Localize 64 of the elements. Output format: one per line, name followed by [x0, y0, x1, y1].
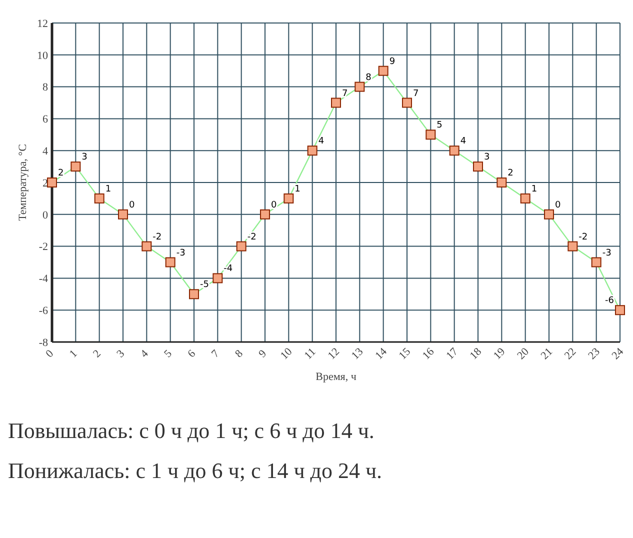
text: Повышалась: с 0 ч до 1 ч; с 6 ч до 14 ч. — [8, 418, 374, 443]
data-label: 7 — [342, 88, 348, 99]
y-tick-label: 12 — [37, 18, 48, 30]
x-tick-label: 7 — [209, 347, 222, 360]
y-tick-label: -6 — [38, 304, 48, 317]
data-label: -6 — [605, 296, 614, 306]
data-label: 0 — [271, 200, 277, 210]
x-tick-label: 3 — [114, 347, 128, 360]
x-tick-label: 2 — [91, 348, 104, 360]
data-label: -2 — [152, 232, 162, 242]
text: Понижалась: с 1 ч до 6 ч; с 14 ч до 24 ч. — [8, 458, 382, 483]
y-tick-label: 4 — [42, 145, 48, 158]
x-tick-label: 10 — [278, 345, 296, 362]
data-label: -2 — [247, 232, 256, 242]
data-label: 3 — [82, 152, 88, 163]
y-tick-label: -2 — [38, 241, 48, 254]
data-label: 1 — [105, 184, 112, 194]
x-tick-label: 18 — [468, 345, 484, 362]
x-tick-label: 6 — [186, 347, 198, 360]
x-tick-label: 5 — [162, 347, 175, 360]
x-tick-label: 23 — [586, 345, 603, 362]
data-label: 2 — [508, 168, 514, 178]
x-tick-label: 9 — [256, 347, 270, 360]
data-label: 0 — [129, 200, 135, 210]
x-tick-label: 15 — [396, 345, 414, 362]
x-tick-label: 24 — [610, 345, 626, 362]
x-tick-label: 8 — [233, 347, 246, 360]
y-tick-label: -4 — [38, 273, 48, 286]
data-label: 0 — [555, 200, 561, 210]
data-label: 1 — [531, 184, 538, 194]
data-label: 3 — [484, 152, 490, 163]
y-tick-label: 6 — [42, 114, 48, 126]
data-label: 8 — [366, 72, 372, 83]
data-label: 4 — [318, 136, 324, 147]
data-label: -2 — [578, 232, 588, 242]
y-tick-label: 0 — [42, 209, 48, 222]
data-label: 4 — [460, 136, 466, 147]
x-axis-title: Время, ч — [316, 371, 357, 383]
x-tick-label: 13 — [349, 345, 366, 362]
y-tick-label: 10 — [37, 50, 48, 62]
x-tick-label: 17 — [444, 345, 461, 362]
data-label: 5 — [436, 120, 442, 131]
data-label: -3 — [176, 248, 186, 258]
data-label: -4 — [224, 264, 233, 274]
data-label: -5 — [200, 280, 209, 290]
y-axis-title: Температура, °C — [17, 144, 29, 221]
x-tick-label: 11 — [302, 346, 318, 362]
data-label: 9 — [389, 56, 396, 67]
y-tick-label: 8 — [42, 82, 48, 94]
x-tick-label: 22 — [562, 346, 579, 362]
y-tick-label: -8 — [38, 336, 48, 349]
x-tick-label: 14 — [373, 345, 390, 362]
x-tick-label: 4 — [138, 347, 152, 360]
x-tick-label: 19 — [491, 345, 508, 362]
y-tick-label: 2 — [42, 177, 48, 190]
data-label: -3 — [602, 248, 612, 258]
x-tick-label: 1 — [67, 348, 80, 360]
x-tick-label: 12 — [326, 346, 342, 362]
x-tick-label: 21 — [538, 346, 556, 362]
data-label: 2 — [58, 168, 64, 178]
data-label: 7 — [413, 88, 419, 99]
x-tick-label: 16 — [420, 345, 438, 362]
data-label: 1 — [294, 184, 300, 194]
x-tick-label: 20 — [515, 345, 532, 362]
